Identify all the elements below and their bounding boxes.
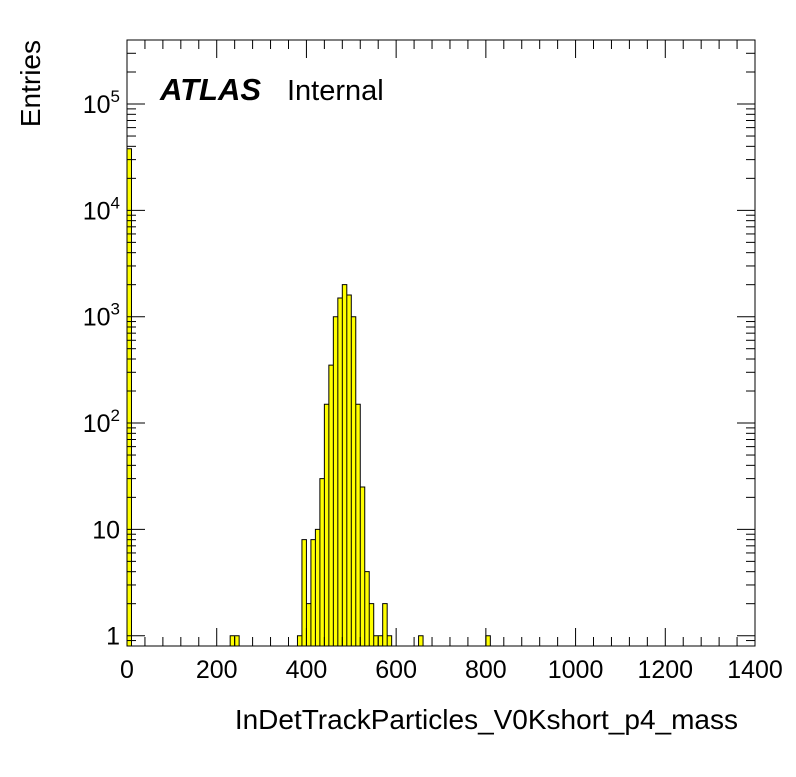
histogram-bin xyxy=(364,571,370,646)
x-tick-label: 1200 xyxy=(637,656,693,684)
histogram-bin xyxy=(127,148,132,646)
histogram-bin xyxy=(355,404,361,646)
histogram-outline xyxy=(126,148,491,646)
histogram-bin xyxy=(315,529,320,646)
y-tick-label: 104 xyxy=(83,193,120,225)
histogram-bin xyxy=(418,635,424,646)
x-tick-label: 200 xyxy=(196,656,238,684)
x-tick-label: 400 xyxy=(286,656,328,684)
y-axis-label: Entries xyxy=(15,40,46,127)
histogram-bin xyxy=(337,297,343,646)
x-tick-labels: 0 200 400 600 800 1000 1200 1400 xyxy=(120,656,783,684)
histogram-bin xyxy=(306,603,311,646)
y-tick-label: 102 xyxy=(83,406,120,438)
x-axis-label: InDetTrackParticles_V0Kshort_p4_mass xyxy=(235,704,738,735)
plot-frame xyxy=(126,39,756,647)
histogram-bin xyxy=(234,635,240,646)
histogram-bin xyxy=(382,603,388,646)
y-tick-label: 1 xyxy=(106,623,120,651)
histogram-bin xyxy=(346,294,352,646)
y-tick-label: 103 xyxy=(83,300,120,332)
histogram-bin xyxy=(333,316,338,646)
y-tick-label: 10 xyxy=(92,516,120,544)
histogram-bin xyxy=(324,404,329,646)
histogram-bin xyxy=(230,635,235,646)
histogram-bars xyxy=(127,148,491,646)
histogram-bin xyxy=(369,603,374,646)
histogram-bin xyxy=(297,635,302,646)
x-tick-label: 600 xyxy=(375,656,417,684)
histogram-bin xyxy=(387,635,392,646)
histogram-bin xyxy=(319,478,325,646)
y-tick-labels: 1 10 102 103 104 105 xyxy=(83,87,120,651)
histogram-bin xyxy=(373,635,379,646)
histogram-bin xyxy=(310,539,316,646)
histogram-bin xyxy=(301,539,307,646)
x-tick-label: 800 xyxy=(465,656,507,684)
status-label: Internal xyxy=(287,75,384,107)
histogram-bin xyxy=(328,365,334,646)
histogram-bin xyxy=(342,284,347,646)
atlas-label: ATLAS xyxy=(159,72,261,107)
y-tick-label: 105 xyxy=(83,87,120,119)
histogram-bin xyxy=(378,635,383,646)
axis-ticks xyxy=(126,39,756,647)
histogram-bin xyxy=(485,635,491,646)
x-tick-label: 0 xyxy=(120,656,134,684)
x-tick-label: 1000 xyxy=(548,656,604,684)
histogram-bin xyxy=(360,487,365,646)
x-tick-label: 1400 xyxy=(727,656,783,684)
histogram-bin xyxy=(351,316,356,646)
